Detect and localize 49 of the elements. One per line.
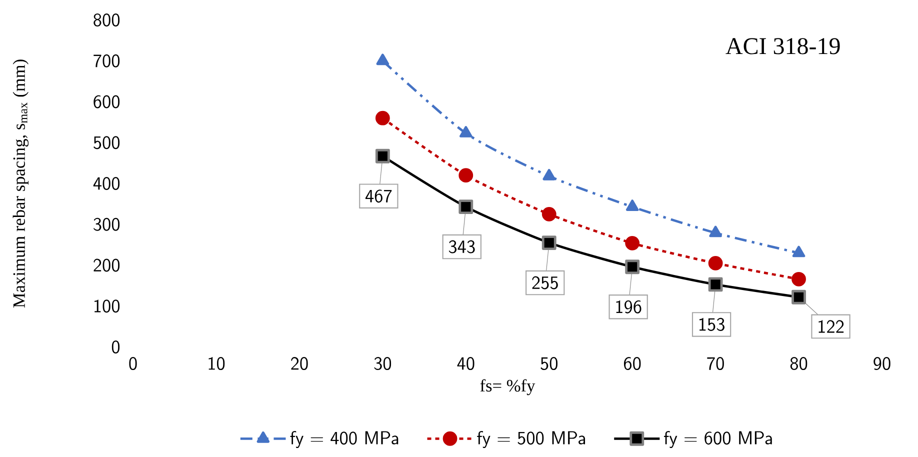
annotation: ACI 318-19 [726, 38, 840, 54]
point [792, 272, 806, 286]
y-tick-label: 200 [94, 258, 120, 272]
x-tick-label: 40 [457, 357, 474, 370]
y-tick-label: 300 [94, 218, 120, 231]
point [626, 200, 639, 211]
y-axis-title: Maximum rebar spacing, s$_{max}$ (mm) [12, 60, 29, 308]
x-tick-label: 90 [874, 357, 890, 370]
legend-label: fy = 500 MPa [477, 431, 586, 448]
y-tick-label: 100 [94, 300, 120, 313]
point [542, 168, 556, 180]
y-tick-label: 500 [94, 136, 120, 150]
legend-label: fy = 400 MPa [290, 431, 398, 448]
point [542, 206, 556, 222]
data-label: 196 [616, 300, 642, 314]
legend-label: fy = 600 MPa [664, 431, 772, 448]
data-label: 343 [448, 240, 475, 254]
x-tick-label: 10 [208, 357, 225, 370]
y-tick-label: 0 [112, 340, 120, 354]
point [708, 277, 723, 292]
y-tick-label: 400 [93, 176, 120, 190]
point [792, 290, 806, 304]
x-tick-label: 60 [624, 357, 641, 370]
point [708, 256, 723, 270]
x-tick-label: 80 [790, 357, 808, 370]
x-tick-label: 0 [129, 357, 137, 370]
data-label: 153 [699, 318, 724, 331]
point [458, 168, 474, 183]
point [376, 54, 390, 66]
point [625, 260, 640, 274]
point [458, 200, 474, 214]
point [625, 236, 640, 250]
x-tick-label: 20 [291, 357, 308, 370]
x-tick-label: 50 [540, 357, 558, 370]
x-tick-label: 70 [707, 357, 724, 370]
y-tick-label: 600 [94, 95, 120, 108]
y-tick-label: 800 [94, 13, 120, 27]
point [375, 148, 390, 164]
data-label: 467 [365, 190, 392, 203]
point [792, 246, 806, 258]
point [542, 236, 556, 250]
point [375, 110, 390, 126]
data-label: 255 [532, 276, 558, 290]
point [709, 226, 722, 238]
x-tick-label: 30 [374, 357, 392, 370]
y-tick-label: 700 [94, 54, 120, 68]
data-label: 122 [818, 320, 844, 333]
point [459, 126, 472, 138]
x-axis-title: fs= %fy [480, 379, 536, 396]
